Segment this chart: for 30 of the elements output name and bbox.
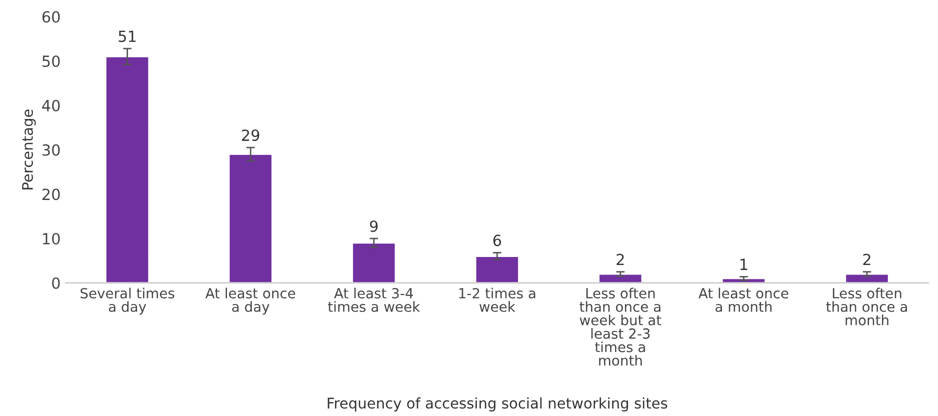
y-tick-label: 0 [52,277,60,289]
y-tick-label: 40 [42,100,60,112]
bar [228,154,273,283]
x-tick-label: Less often than once a week but at least 2-3 times a month [580,288,662,366]
bar [598,273,643,283]
y-tick-label: 50 [42,55,60,68]
bar [105,56,150,283]
data-label: 9 [370,220,378,232]
bar [474,256,520,283]
data-label: 6 [493,234,502,246]
bar [721,278,766,283]
data-label: 29 [242,129,260,142]
data-label: 2 [863,254,870,266]
data-label: 1 [740,258,748,270]
x-tick-label: Less often than once a month [826,288,907,326]
y-axis-title: Percentage [22,110,36,190]
data-label: 2 [616,254,624,266]
x-tick-label: At least 3-4 times a week [328,288,420,312]
y-tick-label: 20 [42,188,60,200]
y-tick-label: 30 [42,144,60,156]
y-tick-label: 60 [42,11,60,23]
x-axis-title: Frequency of accessing social networking sites [328,397,668,412]
x-tick-label: At least once a month [698,288,788,312]
y-tick-label: 10 [43,232,60,245]
x-tick-label: Several times a day [80,288,174,315]
x-tick-label: 1-2 times a week [459,288,536,312]
bar [844,273,890,283]
data-label: 51 [118,30,136,42]
x-tick-label: At least once a day [205,288,296,315]
bar [352,242,396,283]
